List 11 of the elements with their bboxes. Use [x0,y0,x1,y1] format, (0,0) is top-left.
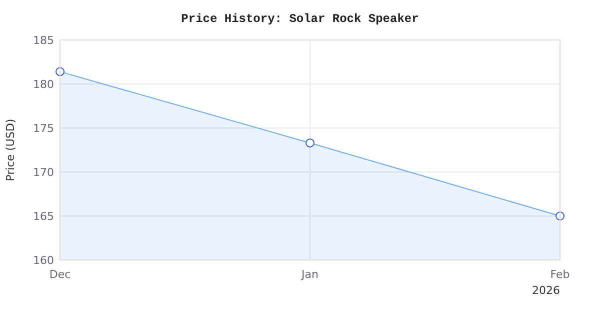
chart-title: Price History: Solar Rock Speaker [181,12,419,26]
y-tick-label: 165 [33,210,54,223]
x-tick-label: Dec [49,268,71,281]
y-axis-title: Price (USD) [4,118,17,182]
x-tick-label: Feb 2026 [532,268,570,297]
x-tick-label: Jan [300,268,318,281]
y-tick-label: 185 [33,34,54,47]
y-tick-label: 170 [33,166,54,179]
y-tick-label: 175 [33,122,54,135]
y-tick-label: 180 [33,78,54,91]
y-tick-label: 160 [33,254,54,267]
